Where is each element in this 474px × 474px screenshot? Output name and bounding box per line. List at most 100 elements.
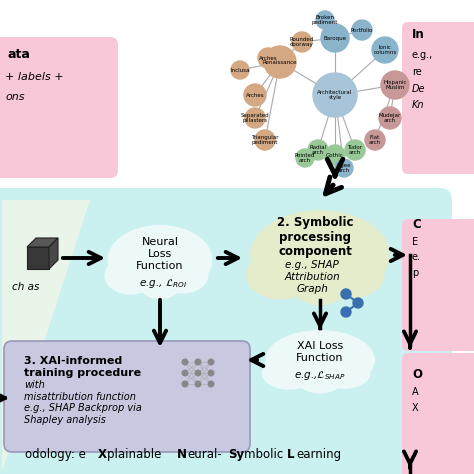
Ellipse shape [291, 262, 349, 305]
Polygon shape [27, 238, 58, 247]
Circle shape [231, 61, 249, 79]
Text: Separated
pillasters: Separated pillasters [241, 113, 269, 123]
Circle shape [258, 48, 278, 68]
Circle shape [182, 359, 188, 365]
Text: XAI Loss
Function: XAI Loss Function [296, 341, 344, 363]
Text: Mudejar
arch: Mudejar arch [379, 113, 401, 123]
Circle shape [195, 370, 201, 376]
Circle shape [245, 108, 265, 128]
Circle shape [353, 298, 363, 308]
Ellipse shape [317, 251, 384, 298]
Circle shape [313, 73, 357, 117]
Text: 2. Symbolic
processing
component: 2. Symbolic processing component [277, 216, 353, 258]
Circle shape [292, 32, 312, 52]
Text: Arches: Arches [246, 92, 264, 98]
Ellipse shape [160, 239, 191, 264]
Text: N: N [177, 448, 187, 461]
FancyBboxPatch shape [0, 188, 452, 474]
Text: Flat
arch: Flat arch [369, 135, 381, 146]
Ellipse shape [262, 357, 317, 390]
Text: Kn: Kn [412, 100, 425, 110]
Text: Arches: Arches [259, 55, 277, 61]
Ellipse shape [138, 265, 182, 299]
Circle shape [182, 370, 188, 376]
Circle shape [352, 20, 372, 40]
Circle shape [365, 130, 385, 150]
Text: e.: e. [412, 252, 421, 262]
Circle shape [296, 149, 314, 167]
Text: A: A [412, 387, 419, 397]
Ellipse shape [104, 256, 157, 295]
Text: O: O [412, 368, 422, 381]
Text: ons: ons [5, 92, 25, 102]
Ellipse shape [283, 224, 328, 259]
Circle shape [316, 11, 334, 29]
Text: Ionic
columns: Ionic columns [374, 45, 397, 55]
Text: Ogee
arch: Ogee arch [337, 163, 351, 173]
Text: Triangular
pediment: Triangular pediment [251, 135, 279, 146]
Circle shape [341, 307, 351, 317]
Circle shape [379, 107, 401, 129]
Ellipse shape [250, 210, 390, 300]
Text: + labels +: + labels + [5, 72, 64, 82]
Circle shape [325, 145, 345, 165]
Text: p: p [412, 268, 418, 278]
Ellipse shape [318, 357, 371, 389]
Text: Baroque: Baroque [323, 36, 346, 40]
Text: plainable: plainable [107, 448, 165, 461]
Ellipse shape [133, 236, 166, 263]
Text: Hispanic
Muslim: Hispanic Muslim [383, 80, 407, 91]
Circle shape [321, 24, 349, 52]
Circle shape [208, 370, 214, 376]
Circle shape [381, 71, 409, 99]
Text: Renaissance: Renaissance [263, 60, 297, 64]
Ellipse shape [158, 257, 208, 293]
Text: Sy: Sy [228, 448, 244, 461]
Text: mbolic: mbolic [244, 448, 287, 461]
Ellipse shape [265, 330, 375, 390]
FancyBboxPatch shape [402, 22, 474, 174]
Ellipse shape [320, 342, 353, 364]
Text: Rounded
doorway: Rounded doorway [290, 36, 314, 47]
Text: Portfolio: Portfolio [351, 27, 373, 33]
FancyBboxPatch shape [4, 341, 250, 452]
Ellipse shape [246, 250, 316, 300]
Text: X: X [412, 403, 419, 413]
Text: C: C [412, 218, 421, 231]
Text: e.g., $\mathcal{L}_{ROI}$: e.g., $\mathcal{L}_{ROI}$ [139, 276, 187, 290]
Polygon shape [2, 200, 90, 472]
Text: odology: e: odology: e [25, 448, 86, 461]
Ellipse shape [108, 225, 212, 295]
Text: Tudor
arch: Tudor arch [347, 145, 363, 155]
Text: Pointed
arch: Pointed arch [295, 153, 315, 164]
Circle shape [182, 381, 188, 387]
Polygon shape [49, 238, 58, 269]
Text: eural-: eural- [187, 448, 222, 461]
Text: 3. XAI-informed
training procedure: 3. XAI-informed training procedure [24, 356, 141, 378]
Text: De: De [412, 84, 426, 94]
Text: e.g.,: e.g., [412, 50, 433, 60]
Circle shape [208, 381, 214, 387]
Ellipse shape [320, 228, 362, 260]
Text: Architectural
style: Architectural style [318, 90, 353, 100]
Text: re: re [412, 67, 422, 77]
Circle shape [345, 140, 365, 160]
Text: Inclusa: Inclusa [230, 67, 250, 73]
Text: Broken
pediment: Broken pediment [312, 15, 338, 26]
Text: Radial
arch: Radial arch [310, 145, 327, 155]
Polygon shape [27, 247, 49, 269]
Text: Gothic: Gothic [326, 153, 344, 157]
Text: ch as: ch as [12, 282, 39, 292]
Circle shape [372, 37, 398, 63]
Ellipse shape [292, 339, 327, 363]
FancyBboxPatch shape [402, 353, 474, 474]
Circle shape [208, 359, 214, 365]
Circle shape [244, 84, 266, 106]
Text: In: In [412, 28, 425, 41]
Circle shape [195, 381, 201, 387]
Text: E: E [412, 237, 418, 247]
Circle shape [341, 289, 351, 299]
FancyBboxPatch shape [0, 37, 118, 178]
Text: earning: earning [296, 448, 341, 461]
Text: Neural
Loss
Function: Neural Loss Function [136, 237, 184, 271]
